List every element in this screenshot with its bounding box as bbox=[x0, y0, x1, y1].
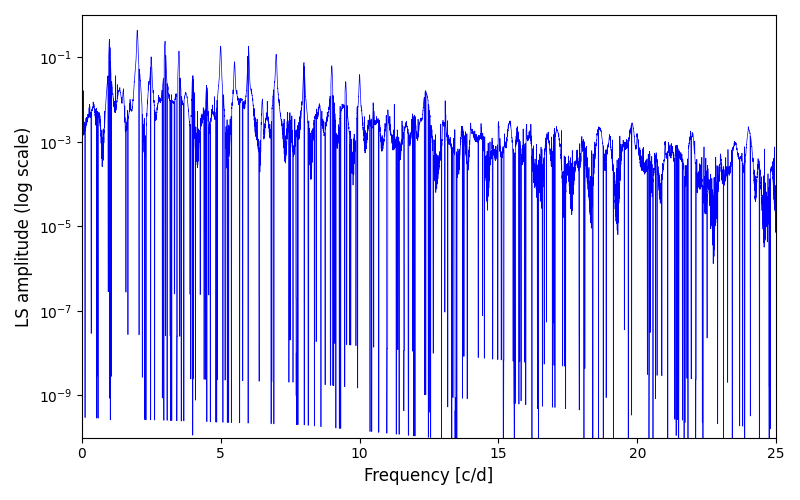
X-axis label: Frequency [c/d]: Frequency [c/d] bbox=[364, 467, 494, 485]
Y-axis label: LS amplitude (log scale): LS amplitude (log scale) bbox=[15, 126, 33, 326]
